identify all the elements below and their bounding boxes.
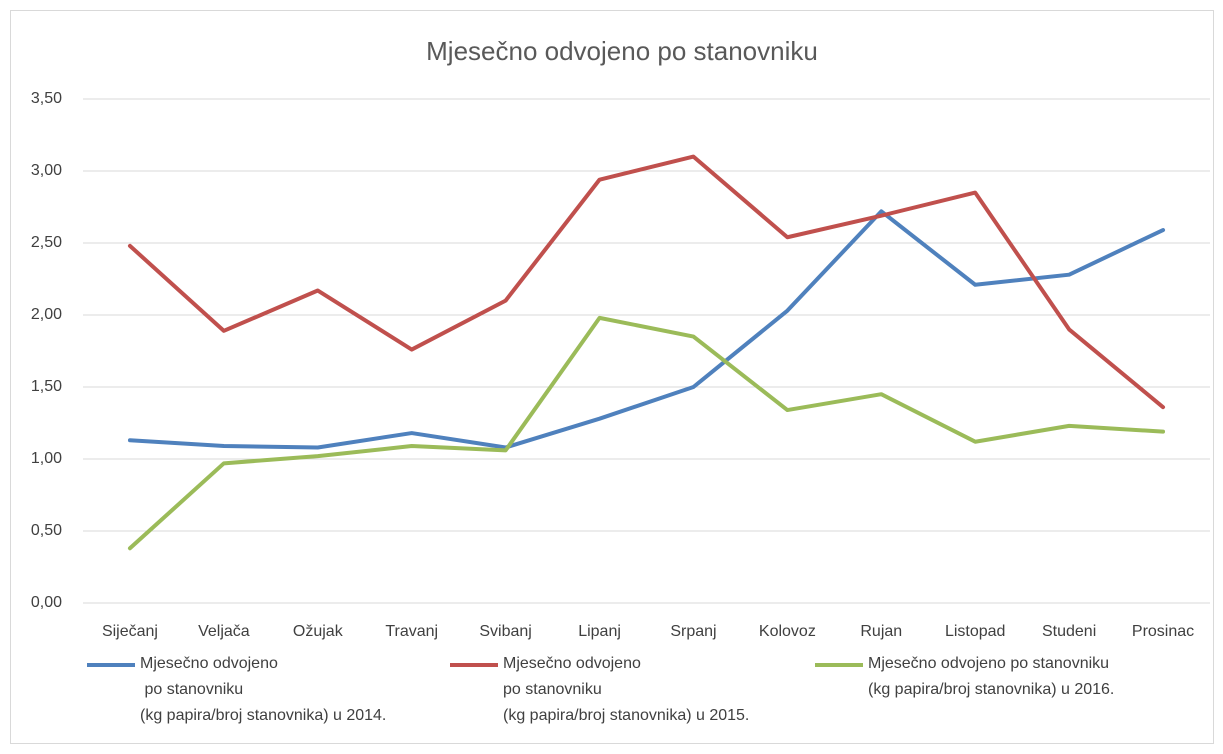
series-line — [127, 154, 1166, 410]
x-tick-label: Ožujak — [293, 623, 344, 640]
legend-label: Mjesečno odvojeno po stanovniku (kg papi… — [503, 655, 750, 724]
x-tick-label: Veljača — [198, 623, 250, 640]
y-tick-label: 2,50 — [31, 234, 62, 251]
legend-swatch — [815, 663, 863, 667]
chart-border — [10, 10, 1214, 744]
x-tick-label: Kolovoz — [759, 623, 816, 640]
series-line — [127, 315, 1166, 551]
legend-label: Mjesečno odvojeno po stanovniku (kg papi… — [140, 655, 387, 724]
x-tick-label: Travanj — [385, 623, 438, 640]
x-tick-label: Siječanj — [102, 623, 158, 640]
x-tick-label: Svibanj — [479, 623, 531, 640]
y-tick-label: 0,00 — [31, 594, 62, 611]
y-tick-label: 1,50 — [31, 378, 62, 395]
legend-label: Mjesečno odvojeno po stanovniku (kg papi… — [868, 655, 1115, 698]
y-tick-label: 3,00 — [31, 162, 62, 179]
legend-swatch — [87, 663, 135, 667]
y-tick-label: 3,50 — [31, 90, 62, 107]
legend-swatch — [450, 663, 498, 667]
series-line — [127, 209, 1166, 450]
y-tick-label: 2,00 — [31, 306, 62, 323]
x-tick-label: Srpanj — [670, 623, 716, 640]
x-tick-label: Prosinac — [1132, 623, 1194, 640]
chart-title: Mjesečno odvojeno po stanovniku — [426, 36, 818, 66]
x-tick-label: Listopad — [945, 623, 1006, 640]
y-tick-label: 1,00 — [31, 450, 62, 467]
x-tick-label: Studeni — [1042, 623, 1096, 640]
x-tick-label: Lipanj — [578, 623, 621, 640]
x-tick-label: Rujan — [860, 623, 902, 640]
y-tick-label: 0,50 — [31, 522, 62, 539]
